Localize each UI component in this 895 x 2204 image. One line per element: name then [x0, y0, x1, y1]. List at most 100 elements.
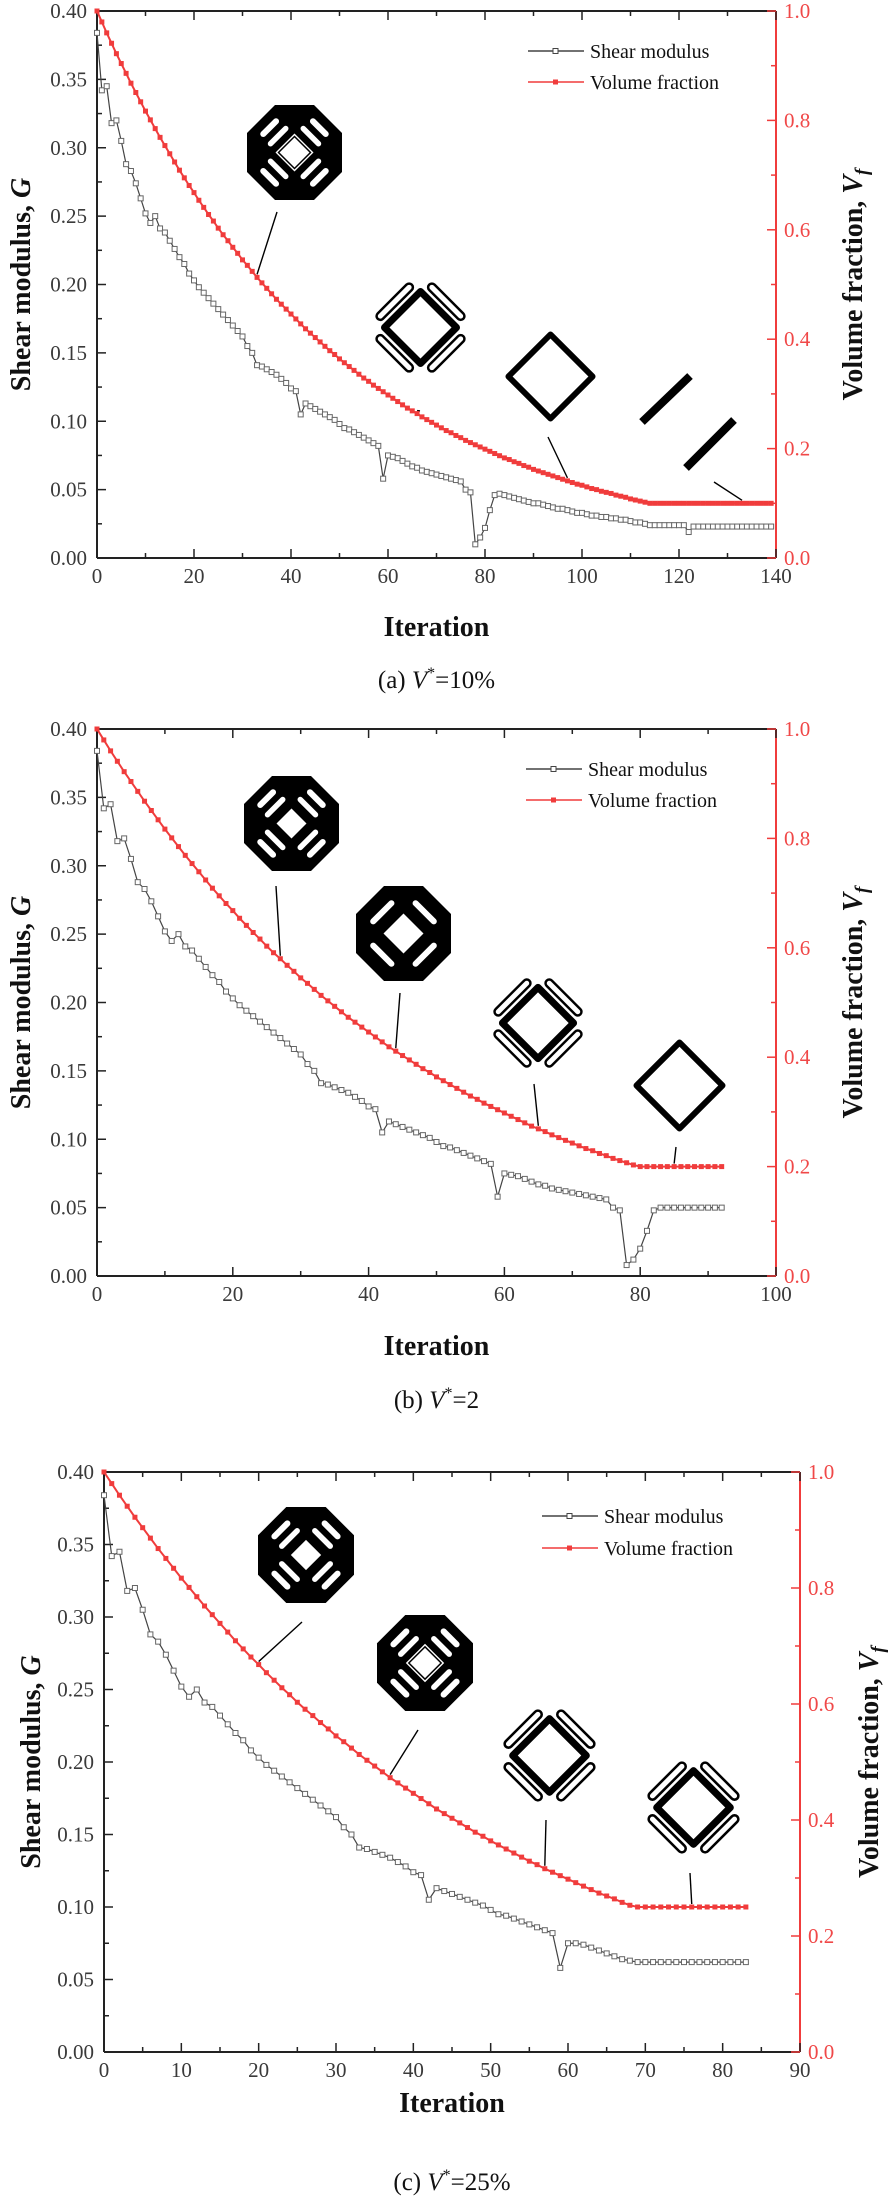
x-tick-label: 30 — [326, 2058, 347, 2082]
shear-modulus-point — [472, 1899, 479, 1906]
volume-fraction-point — [390, 395, 396, 401]
shear-modulus-point — [389, 453, 396, 460]
legend: Shear modulus Volume fraction — [528, 41, 719, 94]
shear-modulus-point — [616, 1207, 623, 1214]
lattice-inset-octagon-slots-thin-diamond — [377, 1615, 473, 1711]
inset-pointer-line — [275, 885, 282, 956]
caption-suffix: =2 — [453, 1387, 480, 1414]
lattice-slot — [429, 336, 464, 371]
shear-modulus-point — [719, 523, 726, 530]
volume-fraction-point — [385, 392, 391, 398]
volume-fraction-point — [457, 1820, 463, 1826]
volume-fraction-point — [427, 1070, 433, 1076]
shear-modulus-point — [545, 503, 552, 510]
lattice-center — [405, 1643, 445, 1683]
shear-modulus-point — [596, 1195, 603, 1202]
shear-modulus-point — [677, 1204, 684, 1211]
shear-modulus-point — [217, 1712, 223, 1719]
shear-modulus-point — [360, 434, 367, 441]
inset-pointer-line — [547, 436, 569, 479]
volume-fraction-point — [203, 877, 209, 883]
volume-fraction-point — [516, 460, 522, 466]
shear-modulus-point — [487, 1160, 494, 1167]
y2-tick-label: 0.6 — [808, 1692, 834, 1716]
lattice-slot — [309, 118, 329, 138]
volume-fraction-point — [564, 478, 570, 484]
y2-tick-label: 0.2 — [784, 1155, 810, 1179]
volume-fraction-point — [482, 446, 488, 452]
volume-fraction-point — [720, 1904, 726, 1910]
shear-modulus-point — [273, 371, 280, 378]
volume-fraction-point — [729, 500, 735, 506]
legend-volume-marker — [567, 1545, 572, 1551]
shear-modulus-point — [292, 388, 299, 395]
x-axis-title: Iteration — [399, 2088, 505, 2119]
shear-modulus-point — [559, 505, 566, 512]
y2-tick-label: 0.6 — [784, 218, 810, 242]
y-tick-label: 0.05 — [50, 1196, 87, 1220]
volume-fraction-point — [366, 1029, 372, 1035]
shear-modulus-point — [325, 1808, 332, 1815]
volume-fraction-point — [209, 885, 215, 891]
shear-modulus-point — [664, 1204, 671, 1211]
shear-modulus-point — [742, 1959, 749, 1966]
shear-modulus-point — [394, 455, 401, 462]
volume-fraction-point — [472, 1829, 478, 1835]
y-tick-label: 0.25 — [57, 1678, 94, 1702]
x-tick-label: 40 — [358, 1282, 379, 1306]
volume-fraction-point — [611, 1896, 617, 1902]
lattice-inner-diamond — [277, 135, 312, 170]
inset-pointer-line — [389, 1729, 419, 1776]
volume-fraction-point — [283, 306, 289, 312]
shear-modulus-point — [216, 978, 223, 985]
shear-modulus-point — [205, 295, 212, 302]
volume-fraction-point — [264, 943, 270, 949]
volume-fraction-point — [404, 405, 410, 411]
shear-modulus-point — [186, 1693, 193, 1700]
shear-modulus-point — [657, 1204, 664, 1211]
shear-modulus-point — [155, 1638, 162, 1645]
shear-modulus-point — [688, 1959, 695, 1966]
shear-modulus-point — [626, 1957, 633, 1964]
shear-modulus-point — [477, 534, 484, 541]
volume-fraction-point — [678, 1164, 684, 1170]
inset-pointer-line — [544, 1819, 547, 1866]
y-axis-title-text: Shear modulus, — [6, 916, 37, 1109]
x-tick-label: 0 — [99, 2058, 110, 2082]
shear-modulus-point — [137, 195, 144, 202]
volume-fraction-point — [542, 1866, 548, 1872]
shear-modulus-point — [562, 1188, 569, 1195]
lattice-slot — [257, 838, 277, 858]
volume-fraction-point — [94, 726, 100, 732]
shear-modulus-point — [321, 411, 328, 418]
x-tick-label: 90 — [790, 2058, 811, 2082]
shear-modulus-point — [195, 955, 202, 962]
volume-fraction-point — [101, 737, 107, 743]
y2-tick-label: 0.4 — [784, 1045, 811, 1069]
chart-panel-b: 0 20 40 60 80 100 0.00 0.05 0.10 0.15 0.20 0.25 0.30… — [6, 717, 873, 1414]
volume-fraction-point — [186, 1584, 192, 1590]
volume-fraction-point — [735, 1904, 741, 1910]
shear-modulus-point — [124, 1587, 131, 1594]
shear-modulus-point — [223, 988, 230, 995]
volume-fraction-point — [380, 389, 386, 395]
volume-fraction-point — [511, 459, 517, 465]
shear-modulus-point — [258, 363, 265, 370]
lattice-slot — [649, 1816, 685, 1852]
volume-fraction-point — [589, 486, 595, 492]
shear-modulus-point — [209, 972, 216, 979]
shear-modulus-point — [348, 1831, 355, 1838]
volume-fraction-point — [642, 499, 648, 505]
volume-fraction-point — [443, 428, 449, 434]
shear-modulus-point — [549, 1930, 556, 1937]
caption-var: V — [412, 667, 430, 694]
volume-fraction-point — [506, 457, 512, 463]
volume-fraction-point — [202, 1603, 208, 1609]
shear-modulus-point — [441, 1888, 448, 1895]
volume-fraction-point — [681, 1904, 687, 1910]
shear-modulus-point — [685, 529, 692, 536]
shear-modulus-point — [256, 1018, 263, 1025]
shear-modulus-point — [526, 1921, 533, 1928]
volume-fraction-point — [424, 417, 430, 423]
figure-caption: (b) V*=2 — [394, 1385, 479, 1414]
